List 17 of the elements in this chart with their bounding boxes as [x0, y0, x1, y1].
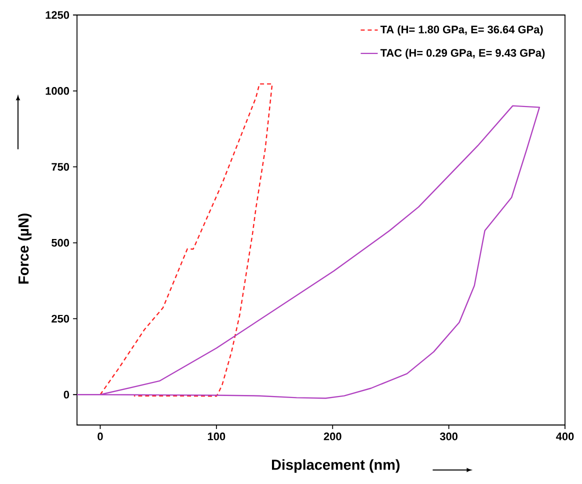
y-tick-label: 250 [52, 314, 70, 323]
y-tick-label: 1000 [46, 87, 70, 95]
line-series [77, 105, 540, 399]
legend-label: TA (H= 1.80 GPa, E= 36.64 GPa) [380, 25, 543, 36]
line-series [100, 83, 273, 397]
x-tick-label: 300 [440, 432, 458, 440]
y-tick-label: 0 [64, 390, 70, 399]
x-tick-label: 0 [98, 432, 103, 440]
legend-label: TAC (H= 0.29 GPa, E= 9.43 GPa) [380, 48, 545, 59]
y-axis-title: Force (µN) [18, 214, 32, 284]
y-tick-label: 1250 [46, 11, 70, 19]
y-tick-label: 750 [52, 162, 70, 171]
x-tick-label: 200 [324, 432, 342, 440]
x-axis-title: Displacement (nm) [272, 459, 400, 473]
y-tick-label: 500 [52, 238, 70, 247]
x-tick-label: 400 [556, 432, 574, 440]
x-tick-label: 100 [208, 432, 226, 440]
